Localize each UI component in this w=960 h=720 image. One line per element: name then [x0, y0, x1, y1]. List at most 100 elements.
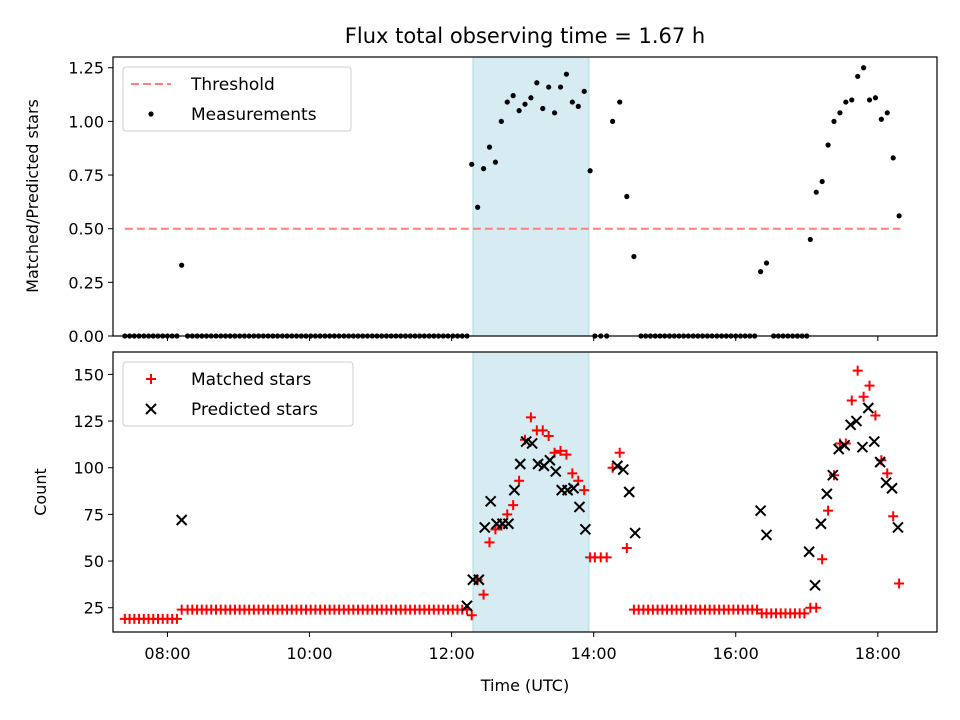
bottom-matched-stars-point	[817, 554, 828, 565]
bottom-y-axis-label: Count	[31, 468, 50, 516]
bottom-predicted-stars-point	[809, 579, 821, 592]
top-legend-threshold-label: Threshold	[190, 75, 275, 95]
bottom-predicted-stars-point	[473, 574, 485, 586]
bottom-y-tick-label: 100	[73, 459, 104, 478]
top-measurements-point	[528, 95, 534, 101]
bottom-predicted-stars-point	[803, 546, 815, 558]
bottom-matched-stars-point	[601, 552, 612, 563]
bottom-predicted-stars-point	[514, 458, 526, 470]
bottom-predicted-stars-point	[868, 435, 880, 448]
top-measurements-point	[825, 142, 831, 148]
top-measurements-point	[807, 236, 813, 243]
top-measurements-point	[872, 95, 879, 101]
bottom-matched-stars-point	[171, 613, 182, 624]
bottom-matched-stars-point	[894, 578, 905, 589]
bottom-matched-stars-point	[502, 509, 513, 520]
bottom-legend-predicted-stars-swatch	[145, 403, 157, 415]
top-legend: Threshold Measurements	[122, 66, 352, 132]
bottom-predicted-stars-point	[579, 523, 592, 536]
bottom-predicted-stars-point	[856, 441, 869, 453]
bottom-predicted-stars-point	[821, 488, 833, 500]
top-measurements-point	[492, 159, 499, 165]
top-measurements-point	[551, 110, 558, 116]
bottom-matched-stars-point	[537, 425, 548, 436]
bottom-matched-stars-point	[525, 412, 536, 423]
bottom-matched-stars-point	[621, 543, 632, 553]
bottom-y-tick-label: 125	[73, 412, 104, 431]
top-legend-measurements-label: Measurements	[191, 105, 317, 125]
bottom-predicted-stars-point	[838, 439, 851, 452]
top-measurements-point	[896, 213, 902, 219]
bottom-y-tick-label: 25	[84, 599, 104, 618]
x-axis-label: Time (UTC)	[480, 676, 569, 695]
bottom-axes-frame	[112, 351, 938, 633]
bottom-legend-matched-stars-swatch	[146, 374, 156, 384]
bottom-matched-stars-point	[478, 589, 489, 600]
top-measurements-point	[557, 84, 564, 90]
top-measurements-point	[849, 97, 855, 103]
bottom-predicted-stars-point	[479, 521, 491, 534]
top-y-axis-label: Matched/Predicted stars	[23, 99, 42, 293]
top-measurements-point	[763, 260, 770, 266]
bottom-legend-predicted-stars-label: Predicted stars	[191, 400, 318, 420]
top-measurements-point	[866, 97, 873, 103]
bottom-predicted-stars-point	[484, 495, 497, 508]
top-measurements-point	[631, 253, 637, 260]
top-measurements-point	[516, 108, 522, 114]
top-measurements-point	[587, 168, 593, 174]
bottom-predicted-stars-point	[611, 460, 624, 472]
bottom-matched-stars-point	[882, 468, 893, 479]
top-measurements-point	[498, 118, 504, 124]
bottom-predicted-stars-point	[573, 501, 586, 513]
bottom-x-tick-label: 12:00	[429, 644, 475, 663]
bottom-predicted-stars-point	[886, 482, 898, 494]
top-legend-box	[122, 66, 352, 132]
bottom-matched-stars-point	[543, 431, 554, 441]
top-measurements-point	[855, 73, 861, 79]
top-measurements-point	[831, 118, 837, 124]
top-measurements-point	[624, 193, 630, 200]
top-measurements-point	[510, 93, 516, 99]
top-measurements-point	[581, 88, 587, 94]
bottom-series-group	[119, 365, 905, 624]
bottom-predicted-stars-point	[461, 600, 473, 612]
top-measurements-point	[563, 71, 570, 77]
top-measurements-point	[569, 99, 575, 105]
bottom-matched-stars-point	[811, 602, 822, 613]
bottom-predicted-stars-point	[874, 456, 886, 468]
top-measurements-point	[878, 116, 884, 122]
bottom-y-tick-label: 75	[84, 505, 104, 524]
bottom-predicted-stars-point	[815, 518, 827, 530]
bottom-matched-stars-point	[614, 447, 625, 458]
bottom-matched-stars-point	[799, 608, 810, 619]
bottom-predicted-stars-point	[617, 463, 629, 476]
top-axes-frame	[112, 56, 938, 337]
bottom-predicted-stars-point	[833, 443, 845, 455]
bottom-matched-stars-point	[567, 468, 578, 479]
bottom-matched-stars-point	[864, 380, 875, 391]
top-measurements-point	[480, 166, 487, 172]
top-measurements-point	[575, 103, 581, 109]
top-measurements-point	[813, 189, 819, 195]
bottom-predicted-stars-point	[760, 529, 773, 541]
bottom-legend-matched-stars-label: Matched stars	[191, 370, 311, 390]
bottom-matched-stars-point	[508, 500, 519, 511]
top-measurements-point	[546, 84, 552, 90]
bottom-x-tick-label: 10:00	[286, 644, 332, 663]
chart-title: Flux total observing time = 1.67 h	[345, 24, 705, 48]
top-measurements-point	[757, 269, 764, 275]
top-y-tick-label: 1.25	[68, 59, 104, 78]
bottom-y-tick-label: 50	[84, 552, 104, 571]
bottom-legend-box	[122, 361, 354, 427]
top-measurements-point	[534, 80, 540, 86]
bottom-predicted-stars-point	[754, 504, 767, 517]
bottom-matched-stars-point	[858, 391, 869, 402]
top-y-tick-label: 0.25	[68, 273, 104, 292]
top-panel: 0.00 0.25 0.50 0.75 1.00 1.25 Threshold Measure…	[68, 56, 938, 346]
bottom-predicted-stars-point	[892, 521, 904, 534]
bottom-predicted-stars-point	[827, 469, 839, 481]
bottom-predicted-stars-point	[629, 527, 641, 539]
top-measurements-point	[837, 110, 843, 116]
top-measurements-point	[890, 155, 896, 161]
